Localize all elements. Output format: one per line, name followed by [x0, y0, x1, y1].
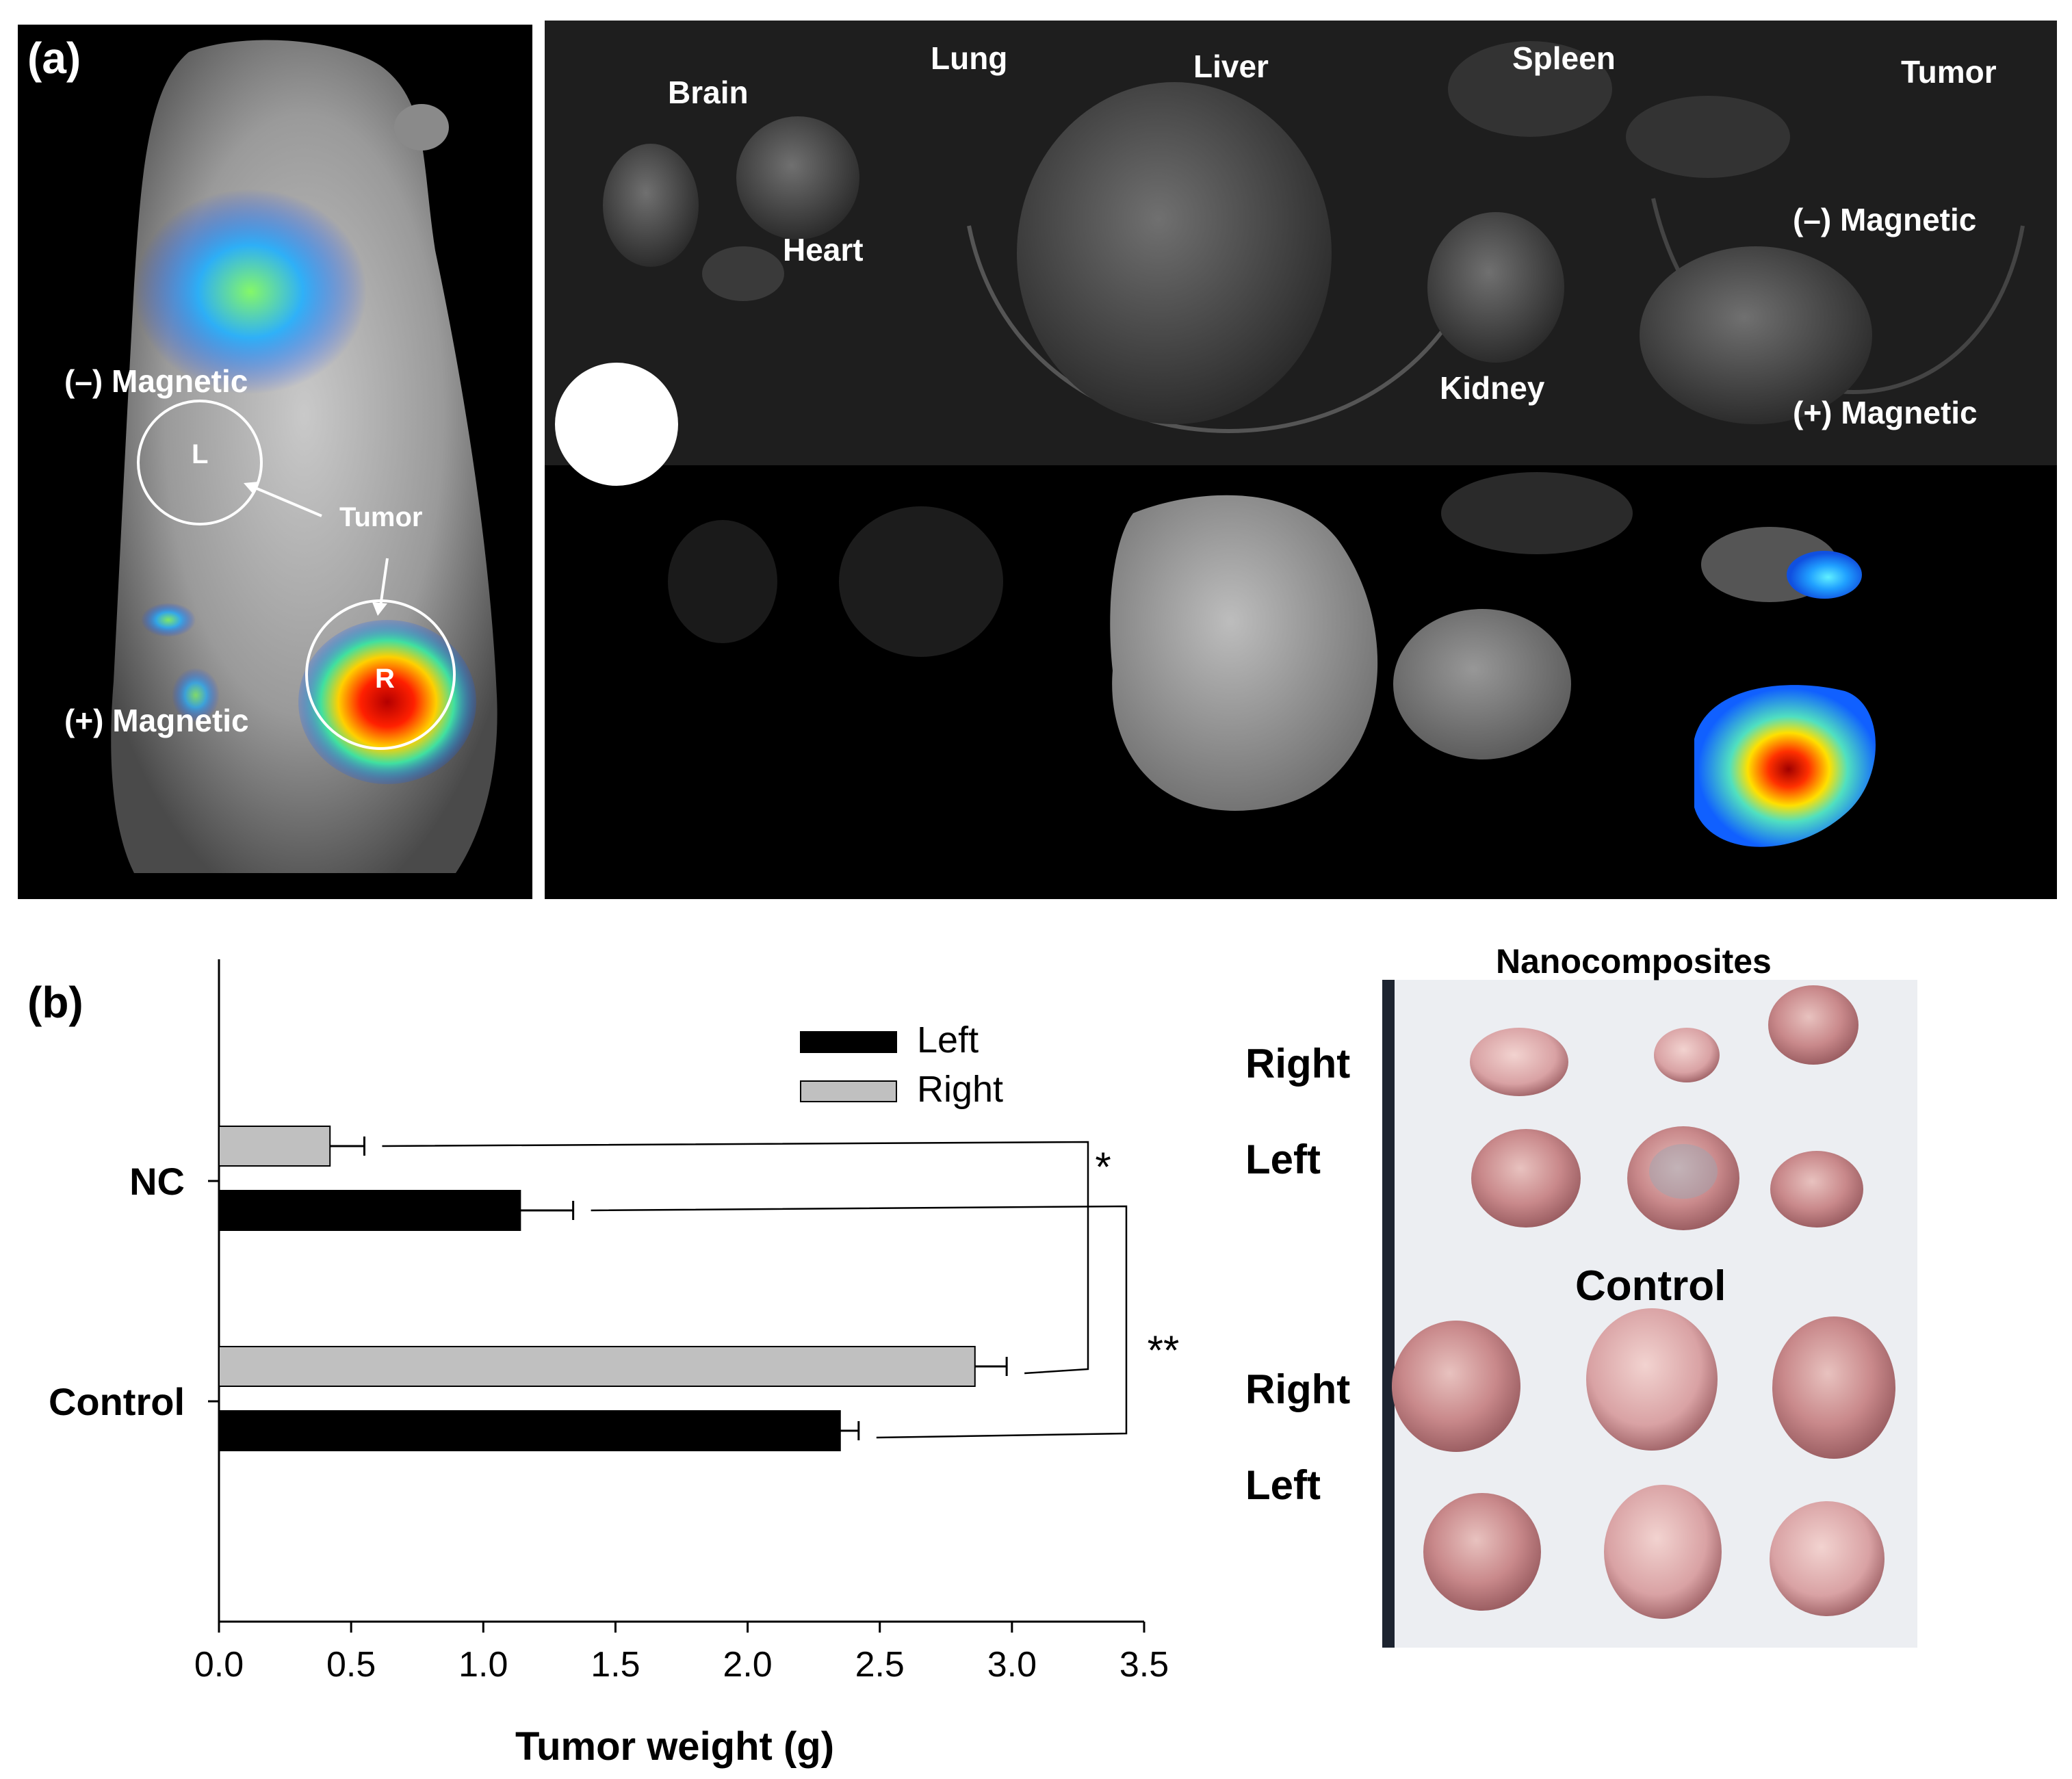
x-tick-label: 3.0 — [987, 1645, 1037, 1685]
significance-bracket-right-label: * — [1095, 1144, 1111, 1190]
photo-right-label-2: Right — [1245, 1366, 1351, 1412]
x-tick-label: 0.0 — [194, 1645, 244, 1685]
organ-fluorescence-image — [545, 21, 2057, 899]
photo-left-label-1: Left — [1245, 1137, 1321, 1182]
category-label: NC — [129, 1160, 185, 1203]
tumor-photograph — [1382, 980, 1917, 1648]
x-tick-label: 1.5 — [591, 1645, 640, 1685]
panel-b-label: (b) — [27, 978, 83, 1027]
x-tick-label: 3.5 — [1119, 1645, 1169, 1685]
mouse-plus-magnetic-label: (+) Magnetic — [64, 703, 249, 738]
chart-plot-area: 0.0 0.5 1.0 1.5 2.0 2.5 3.0 3.5 Tumor weight (g)… — [49, 959, 1179, 1769]
mouse-illustration — [18, 25, 532, 899]
tumor-photo-illustration — [1382, 980, 1895, 1648]
organ-lung-label: Lung — [931, 40, 1008, 76]
mouse-tumor-label: Tumor — [339, 502, 423, 532]
significance-bracket-right — [382, 1141, 1089, 1375]
category-label: Control — [49, 1380, 185, 1423]
panel-a-label: (a) — [27, 34, 81, 83]
organ-heart-label: Heart — [783, 232, 864, 268]
legend-label-right: Right — [917, 1069, 1003, 1110]
organ-tumor-label: Tumor — [1901, 54, 1997, 90]
organ-kidney-label: Kidney — [1440, 370, 1545, 406]
legend-swatch-right — [800, 1080, 897, 1102]
mouse-minus-magnetic-label: (–) Magnetic — [64, 363, 248, 399]
legend-label-left: Left — [917, 1020, 979, 1061]
organ-brain-label: Brain — [668, 75, 749, 110]
significance-bracket-left — [591, 1205, 1128, 1439]
circle-left-label: L — [192, 439, 209, 469]
organ-liver-label: Liver — [1193, 49, 1269, 84]
significance-bracket-left-label: ** — [1148, 1327, 1180, 1373]
photo-control-title: Control — [1575, 1262, 1726, 1310]
tumor-weight-bar-chart: 0.0 0.5 1.0 1.5 2.0 2.5 3.0 3.5 Tumor weight (g)… — [49, 959, 1179, 1769]
organ-spleen-label: Spleen — [1512, 40, 1616, 76]
photo-left-label-2: Left — [1245, 1462, 1321, 1508]
x-axis-title: Tumor weight (g) — [515, 1724, 834, 1769]
organ-minus-magnetic-label: (–) Magnetic — [1793, 202, 1977, 237]
bar-right — [218, 1346, 976, 1387]
photo-right-label-1: Right — [1245, 1041, 1351, 1087]
x-tick-label: 2.0 — [723, 1645, 772, 1685]
organ-plus-magnetic-label: (+) Magnetic — [1793, 395, 1978, 430]
x-tick-label: 1.0 — [458, 1645, 508, 1685]
bar-right — [218, 1126, 331, 1167]
mouse-fluorescence-image — [18, 25, 532, 899]
legend-swatch-left — [800, 1031, 897, 1053]
photo-nanocomposites-title: Nanocomposites — [1496, 942, 1772, 981]
x-tick-label: 2.5 — [855, 1645, 905, 1685]
x-tick-label: 0.5 — [326, 1645, 376, 1685]
organ-illustration — [545, 21, 2057, 899]
circle-right-label: R — [375, 664, 395, 694]
bar-left — [218, 1190, 521, 1231]
bar-left — [218, 1410, 841, 1451]
